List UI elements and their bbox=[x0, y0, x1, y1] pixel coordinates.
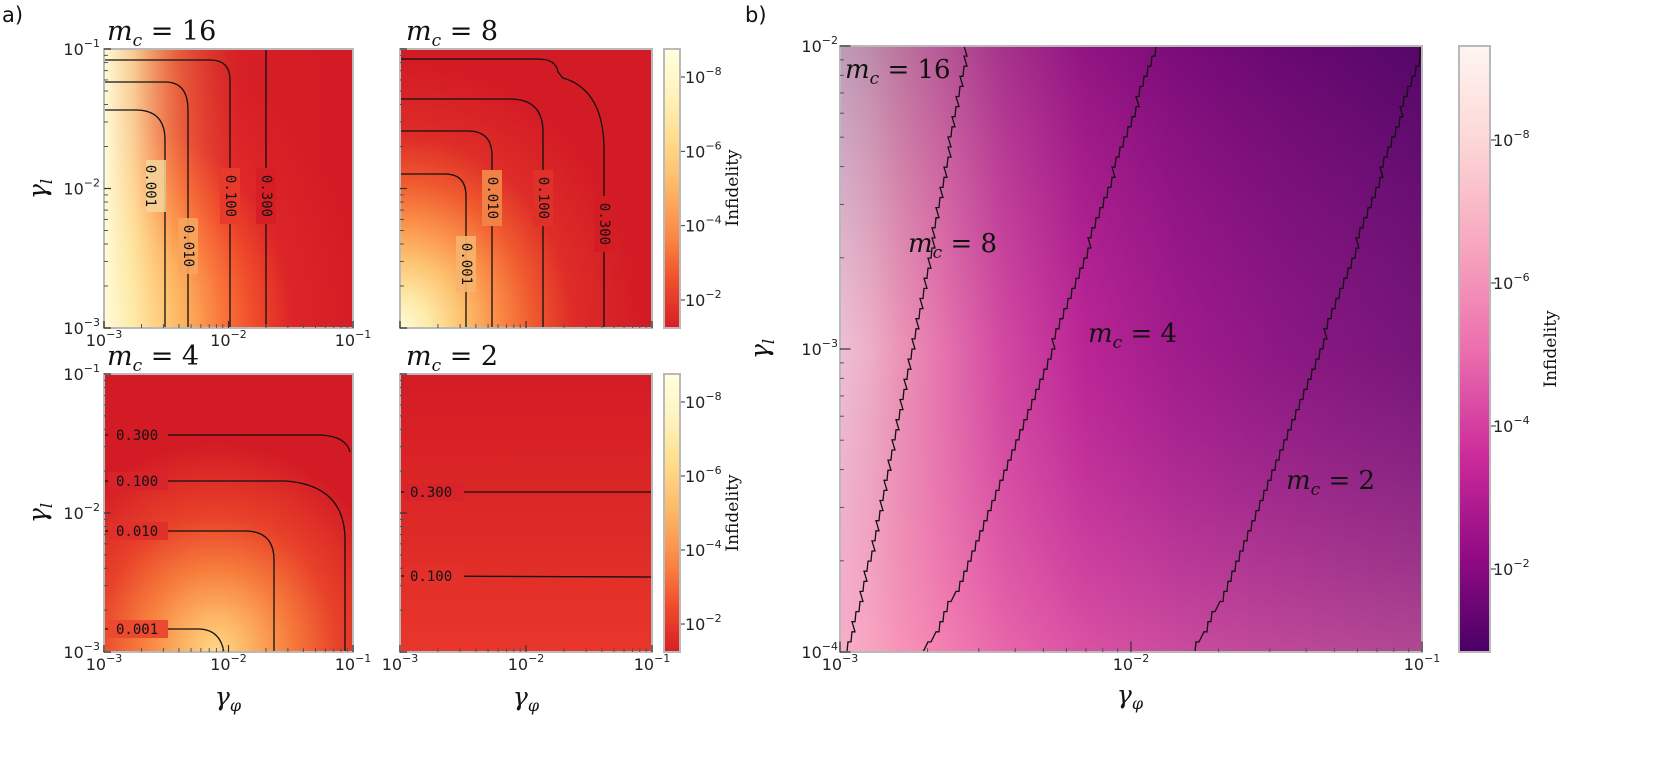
colorbar-tick-label: 10−2 bbox=[1493, 557, 1530, 579]
contour-mc8-0.100 bbox=[400, 98, 544, 328]
region-label-mc16: mc = 16 bbox=[845, 55, 951, 89]
colorbar-tick-label: 10−2 bbox=[685, 612, 722, 634]
colorbar-a-top-label: Infidelity bbox=[723, 149, 743, 227]
contour-label-mc4-0.001: 0.001 bbox=[116, 622, 158, 638]
x-tick-label: 10−2 bbox=[508, 652, 545, 674]
contour-label-mc4-0.010: 0.010 bbox=[116, 524, 158, 540]
colorbar-a-bottom-fill bbox=[664, 374, 680, 652]
contour-label-mc4-0.100: 0.100 bbox=[116, 474, 158, 490]
contour-label-mc16-0.300: 0.300 bbox=[258, 175, 274, 217]
y-tick-label: 10−2 bbox=[801, 34, 838, 56]
x-tick-label: 10−3 bbox=[382, 652, 419, 674]
contour-mc4-0.010 bbox=[104, 530, 275, 652]
region-label-mc2: mc = 2 bbox=[1286, 466, 1375, 500]
heatmap-mc4 bbox=[104, 374, 353, 652]
colorbar-tick-label: 10−6 bbox=[685, 464, 722, 486]
colorbar-a-bottom: Infidelity bbox=[663, 373, 743, 653]
contour-label-mc2-0.300: 0.300 bbox=[410, 485, 452, 501]
colorbar-tick-label: 10−6 bbox=[1493, 271, 1530, 293]
x-tick-label: 10−3 bbox=[822, 652, 859, 674]
colorbar-tick-label: 10−2 bbox=[685, 288, 722, 310]
title-mc2: mc = 2 bbox=[406, 341, 498, 376]
region-label-mc4: mc = 4 bbox=[1088, 319, 1177, 353]
contour-mc4-0.100 bbox=[104, 480, 346, 652]
contour-mc4-0.300 bbox=[104, 434, 351, 453]
contour-mc4-0.001 bbox=[104, 628, 225, 653]
colorbar-tick-label: 10−4 bbox=[685, 214, 722, 236]
title-mc8: mc = 8 bbox=[406, 16, 498, 51]
contour-label-mc8-0.010: 0.010 bbox=[484, 177, 500, 219]
xlabel-mc4: γφ bbox=[215, 682, 242, 715]
contour-label-mc2-0.100: 0.100 bbox=[410, 569, 452, 585]
title-mc4: mc = 4 bbox=[107, 341, 199, 376]
ylabel-b: γl bbox=[745, 339, 778, 359]
colorbar-tick-label: 10−8 bbox=[685, 65, 722, 87]
y-tick-label: 10−1 bbox=[63, 37, 100, 59]
region-label-mc8: mc = 8 bbox=[908, 229, 997, 263]
y-tick-label: 10−2 bbox=[63, 501, 100, 523]
contour-label-mc8-0.100: 0.100 bbox=[535, 177, 551, 219]
contour-mc8-0.300 bbox=[400, 58, 605, 328]
ylabel-a-bottom: γl bbox=[23, 503, 56, 523]
contour-label-mc8-0.300: 0.300 bbox=[596, 203, 612, 245]
contour-label-mc4-0.300: 0.300 bbox=[116, 428, 158, 444]
xlabel-mc2: γφ bbox=[513, 682, 540, 715]
y-tick-label: 10−3 bbox=[63, 640, 100, 662]
y-tick-label: 10−1 bbox=[63, 362, 100, 384]
x-tick-label: 10−3 bbox=[86, 328, 123, 350]
boundary-16-8 bbox=[844, 45, 968, 653]
contour-mc8-0.010 bbox=[400, 130, 493, 328]
x-tick-label: 10−1 bbox=[335, 328, 372, 350]
x-tick-label: 10−1 bbox=[1404, 652, 1441, 674]
contour-label-mc16-0.001: 0.001 bbox=[142, 165, 158, 207]
boundary-8-4 bbox=[920, 45, 1157, 653]
heatmap-b-shade bbox=[840, 46, 1422, 652]
subplot-mc4: 0.300 0.100 0.010 0.001 mc = 4 bbox=[103, 341, 354, 653]
colorbar-a-bottom-label: Infidelity bbox=[723, 474, 743, 552]
y-tick-label: 10−3 bbox=[63, 316, 100, 338]
subplot-mc2: 0.300 0.100 mc = 2 bbox=[399, 341, 653, 653]
colorbar-a-top: Infidelity bbox=[663, 48, 743, 329]
colorbar-b-label: Infidelity bbox=[1541, 310, 1561, 388]
x-tick-label: 10−1 bbox=[335, 652, 372, 674]
contour-label-mc16-0.010: 0.010 bbox=[180, 225, 196, 267]
contour-mc8-0.001 bbox=[400, 173, 467, 328]
colorbar-tick-label: 10−4 bbox=[1493, 414, 1530, 436]
boundary-4-2 bbox=[1192, 46, 1421, 653]
panel-label-b: b) bbox=[745, 3, 767, 27]
contour-mc16-0.010 bbox=[104, 81, 189, 328]
ylabel-a-top: γl bbox=[23, 179, 56, 199]
title-mc16: mc = 16 bbox=[107, 16, 216, 51]
colorbar-tick-label: 10−8 bbox=[1493, 128, 1530, 150]
x-tick-label: 10−3 bbox=[86, 652, 123, 674]
x-tick-label: 10−2 bbox=[210, 652, 247, 674]
panel-label-a: a) bbox=[2, 3, 23, 27]
y-tick-label: 10−4 bbox=[801, 640, 838, 662]
xlabel-b: γφ bbox=[1117, 680, 1144, 713]
colorbar-b-fill bbox=[1459, 46, 1490, 652]
colorbar-a-top-fill bbox=[664, 49, 680, 328]
colorbar-tick-label: 10−6 bbox=[685, 139, 722, 161]
colorbar-b: Infidelity bbox=[1458, 45, 1561, 653]
subplot-b: mc = 16 mc = 8 mc = 4 mc = 2 bbox=[839, 45, 1423, 653]
colorbar-tick-label: 10−8 bbox=[685, 390, 722, 412]
heatmap-mc2 bbox=[400, 374, 652, 652]
contour-label-mc8-0.001: 0.001 bbox=[458, 243, 474, 285]
x-tick-label: 10−2 bbox=[210, 328, 247, 350]
x-tick-label: 10−1 bbox=[634, 652, 671, 674]
contour-label-mc16-0.100: 0.100 bbox=[222, 175, 238, 217]
subplot-mc8: 0.001 0.010 0.100 0.300 mc = 8 bbox=[399, 16, 653, 329]
subplot-mc16: 0.001 0.010 0.100 0.300 mc = 16 bbox=[103, 16, 354, 329]
y-tick-label: 10−3 bbox=[801, 337, 838, 359]
y-tick-label: 10−2 bbox=[63, 177, 100, 199]
contour-mc16-0.001 bbox=[104, 109, 166, 328]
heatmap-mc8 bbox=[400, 49, 652, 328]
colorbar-tick-label: 10−4 bbox=[685, 538, 722, 560]
contour-mc16-0.100 bbox=[104, 59, 231, 328]
panel-b-axes: 10−410−310−210−3 10−2 10−110−810−610−410−2 bbox=[801, 34, 1529, 674]
x-tick-label: 10−2 bbox=[1113, 652, 1150, 674]
